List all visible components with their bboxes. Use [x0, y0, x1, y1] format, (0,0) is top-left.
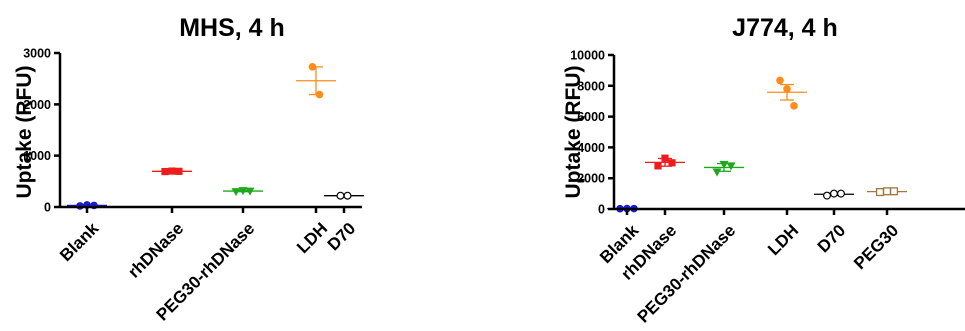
data-marks	[67, 63, 364, 210]
x-category-label: Blank	[56, 218, 103, 265]
data-point	[668, 159, 676, 167]
y-tick-label: 8000	[577, 79, 605, 93]
data-point	[661, 154, 669, 162]
y-tick-label: 2000	[23, 98, 51, 112]
data-point	[308, 63, 317, 71]
data-point	[889, 187, 899, 196]
data-point	[836, 189, 845, 198]
data-point	[343, 191, 352, 200]
y-tick-label: 1000	[23, 149, 51, 163]
chart-title: MHS, 4 h	[179, 14, 285, 42]
x-category-label: LDH	[764, 221, 802, 259]
data-marks	[607, 76, 907, 213]
data-point	[822, 191, 831, 200]
data-point	[829, 189, 838, 198]
data-point	[726, 162, 736, 171]
data-point	[315, 90, 324, 99]
data-point	[336, 191, 345, 200]
y-axis-label: Uptake (RFU)	[562, 65, 585, 198]
data-point	[719, 160, 729, 169]
y-tick-label: 0	[598, 203, 605, 217]
data-point	[790, 102, 798, 110]
x-category-label: PEG30-rhDNase	[634, 221, 740, 327]
data-point	[776, 76, 784, 85]
data-point	[231, 188, 241, 197]
x-category-label: PEG30	[850, 221, 902, 273]
data-point	[882, 187, 892, 196]
x-category-label: D70	[814, 221, 849, 256]
data-point	[245, 187, 255, 196]
data-point	[161, 167, 169, 176]
y-tick-label: 6000	[577, 110, 605, 124]
data-point	[875, 188, 885, 197]
data-point	[238, 187, 248, 196]
axes	[54, 51, 362, 213]
chart-panel-j774: J774, 4 h Uptake (RFU) 0 2000 4000 6000 8000…	[562, 14, 965, 327]
y-tick-labels: 0 1000 2000 3000	[23, 47, 51, 215]
y-tick-label: 3000	[23, 47, 51, 61]
data-point	[654, 162, 662, 170]
y-tick-label: 4000	[577, 141, 605, 155]
data-point	[712, 168, 722, 177]
data-point	[783, 85, 791, 93]
axes	[608, 53, 965, 215]
y-tick-labels: 0 2000 4000 6000 8000 10000	[570, 49, 605, 217]
y-tick-label: 0	[44, 201, 51, 215]
y-tick-label: 10000	[570, 49, 605, 63]
y-tick-label: 2000	[577, 172, 605, 186]
chart-title: J774, 4 h	[732, 14, 838, 42]
data-point	[175, 167, 183, 175]
y-axis-label: Uptake (RFU)	[13, 65, 36, 198]
x-category-label: rhDNase	[124, 219, 187, 282]
data-point	[168, 167, 176, 175]
x-category-label: D70	[324, 219, 359, 254]
chart-panel-mhs: MHS, 4 h Uptake (RFU) 0 1000 2000 3000 Blan…	[13, 14, 364, 325]
